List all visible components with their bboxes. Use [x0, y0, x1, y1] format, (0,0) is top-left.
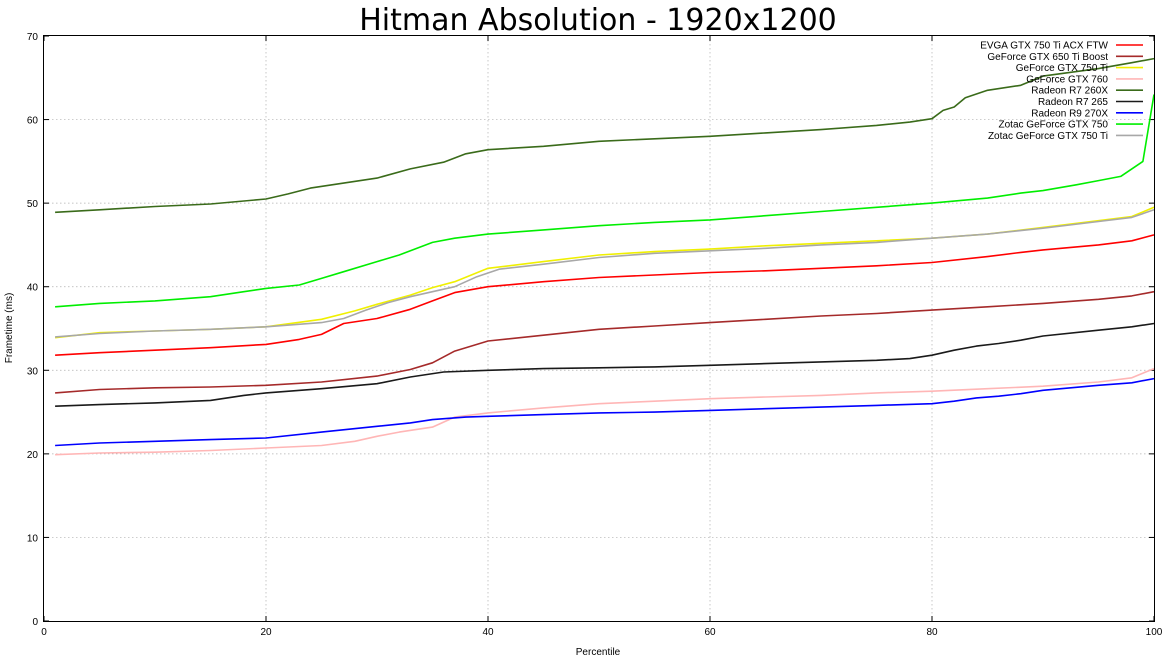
y-tick-label: 10 — [27, 533, 39, 544]
legend-label: EVGA GTX 750 Ti ACX FTW — [980, 41, 1108, 52]
x-tick-label: 20 — [260, 627, 272, 638]
series-line — [55, 367, 1155, 456]
legend-label: Radeon R7 260X — [1031, 86, 1108, 97]
legend-label: GeForce GTX 750 Ti — [1016, 63, 1108, 74]
x-tick-label: 100 — [1146, 627, 1163, 638]
legend-label: Zotac GeForce GTX 750 — [999, 120, 1109, 131]
plot-frame — [43, 35, 1155, 622]
series-line — [55, 94, 1155, 308]
legend-label: Radeon R7 265 — [1038, 97, 1108, 108]
series-line — [55, 209, 1155, 338]
series-line — [55, 234, 1155, 356]
y-tick-label: 30 — [27, 366, 39, 377]
y-tick-label: 70 — [27, 32, 39, 43]
x-tick-label: 60 — [704, 627, 716, 638]
series-line — [55, 206, 1155, 339]
legend-label: Zotac GeForce GTX 750 Ti — [988, 131, 1108, 142]
grid-lines — [44, 36, 1154, 621]
chart-title: Hitman Absolution - 1920x1200 — [359, 3, 837, 38]
series-line — [55, 57, 1155, 214]
y-tick-label: 60 — [27, 116, 39, 127]
series-line — [55, 290, 1155, 394]
y-tick-label: 20 — [27, 450, 39, 461]
y-tick-label: 50 — [27, 199, 39, 210]
y-axis-label: Frametime (ms) — [4, 293, 15, 364]
x-axis-label: Percentile — [576, 647, 621, 658]
x-tick-label: 0 — [41, 627, 47, 638]
axis-ticks: 0 20 40 60 80 100 0 10 20 30 40 50 60 70 — [27, 32, 1163, 638]
y-tick-label: 0 — [32, 617, 38, 628]
y-tick-label: 40 — [27, 283, 39, 294]
x-tick-label: 40 — [482, 627, 494, 638]
series-lines — [55, 57, 1155, 456]
x-tick-label: 80 — [926, 627, 938, 638]
legend-label: GeForce GTX 650 Ti Boost — [987, 52, 1108, 63]
legend-label: Radeon R9 270X — [1031, 108, 1108, 119]
legend-label: GeForce GTX 760 — [1026, 74, 1108, 85]
series-line — [55, 377, 1155, 447]
series-line — [55, 322, 1155, 407]
